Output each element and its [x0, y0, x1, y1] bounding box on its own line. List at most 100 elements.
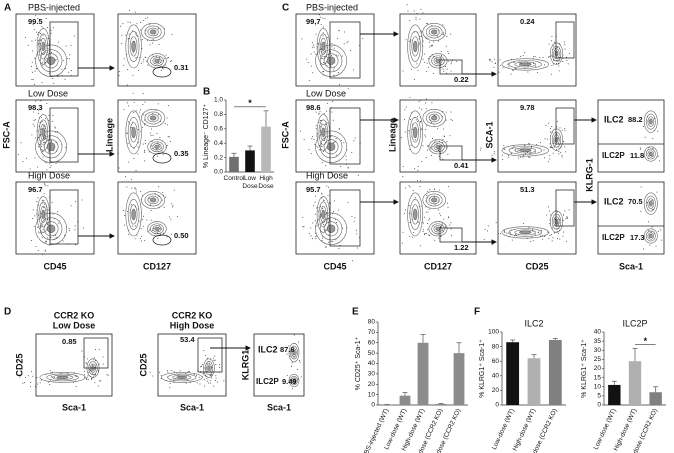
event-dot [563, 214, 565, 216]
contour [127, 198, 140, 230]
event-dot [649, 244, 651, 246]
event-dot [32, 50, 34, 52]
contour [316, 196, 330, 233]
y-tick-label: 80 [492, 343, 500, 350]
event-dot [140, 191, 142, 193]
event-dot [121, 42, 123, 44]
contour [129, 122, 138, 143]
event-dot [332, 175, 334, 177]
event-dot [34, 70, 36, 72]
event-dot [443, 218, 445, 220]
event-dot [322, 35, 324, 37]
event-dot [41, 232, 43, 234]
event-dot [442, 158, 444, 160]
event-dot [442, 110, 444, 112]
event-dot [527, 71, 529, 73]
contour [428, 113, 440, 123]
event-dot [413, 10, 415, 12]
event-dot [47, 237, 49, 239]
condition-label: High Dose [306, 170, 348, 180]
y-tick-label: 5 [597, 393, 601, 400]
y-axis-label: % KLRG1⁺ Sca-1⁺ [479, 339, 486, 398]
event-dot [334, 219, 336, 221]
event-dot [35, 246, 37, 248]
event-dot [106, 374, 108, 376]
event-dot [43, 125, 45, 127]
event-dot [41, 82, 43, 84]
event-dot [419, 99, 421, 101]
event-dot [445, 72, 447, 74]
event-dot [552, 45, 554, 47]
event-dot [423, 234, 425, 236]
event-dot [95, 349, 97, 351]
event-dot [102, 356, 104, 358]
event-dot [438, 189, 440, 191]
event-dot [34, 57, 36, 59]
contour [413, 126, 418, 139]
event-dot [440, 63, 442, 65]
plot-frame [117, 99, 197, 173]
event-dot [36, 31, 38, 33]
event-dot [311, 46, 313, 48]
event-dot [509, 232, 511, 234]
event-dot [136, 171, 138, 173]
event-dot [144, 101, 146, 103]
event-dot [642, 126, 644, 128]
event-dot [44, 250, 46, 252]
event-dot [43, 206, 45, 208]
event-dot [340, 139, 342, 141]
event-dot [417, 221, 419, 223]
event-dot [315, 145, 317, 147]
contour [320, 205, 327, 223]
contour [411, 122, 419, 143]
event-dot [74, 375, 76, 377]
event-dot [445, 45, 447, 47]
event-dot [413, 78, 415, 80]
event-dot [317, 133, 319, 135]
contour [36, 196, 50, 233]
contour [321, 209, 326, 220]
event-dot [22, 382, 24, 384]
event-dot [418, 43, 420, 45]
event-dot [144, 151, 146, 153]
event-dot [325, 246, 327, 248]
event-dot [144, 150, 146, 152]
contour [172, 374, 192, 380]
event-dot [140, 240, 142, 242]
event-dot [416, 13, 418, 15]
event-dot [45, 59, 47, 61]
event-dot [141, 235, 143, 237]
event-dot [409, 97, 411, 99]
event-dot [43, 126, 45, 128]
contour [321, 41, 326, 52]
event-dot [513, 61, 515, 63]
event-dot [404, 118, 406, 120]
event-dot [76, 376, 78, 378]
event-dot [565, 240, 567, 242]
event-dot [427, 145, 429, 147]
contour [425, 193, 443, 207]
panel-label: F [474, 307, 480, 318]
event-dot [656, 191, 658, 193]
event-dot [421, 108, 423, 110]
event-dot [322, 171, 324, 173]
event-dot [324, 229, 326, 231]
event-dot [160, 69, 162, 71]
event-dot [523, 222, 525, 224]
event-dot [213, 385, 215, 387]
event-dot [519, 62, 521, 64]
event-dot [58, 222, 60, 224]
event-dot [136, 234, 138, 236]
event-dot [438, 40, 440, 42]
contour [407, 24, 424, 69]
event-dot [450, 222, 452, 224]
event-dot [45, 185, 47, 187]
event-dot [317, 42, 319, 44]
event-dot [45, 118, 47, 120]
event-dot [422, 58, 424, 60]
event-dot [406, 4, 408, 6]
event-dot [326, 56, 328, 58]
event-dot [142, 39, 144, 41]
plot-frame [497, 13, 577, 87]
event-dot [50, 181, 52, 183]
